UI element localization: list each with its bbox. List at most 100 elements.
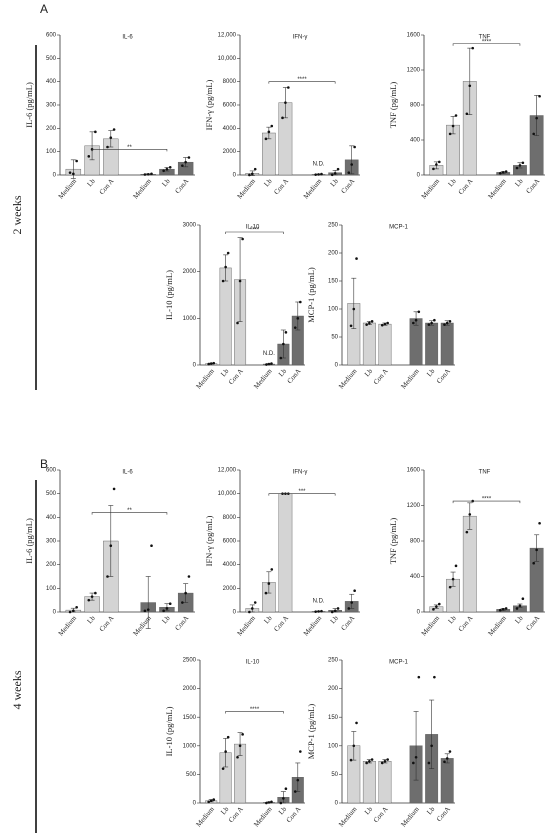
data-point bbox=[207, 800, 210, 804]
data-point bbox=[282, 797, 285, 800]
significance-label: **** bbox=[250, 228, 260, 234]
significance-bracket bbox=[452, 43, 521, 46]
data-point bbox=[68, 610, 72, 614]
y-tick-label: 100 bbox=[328, 743, 339, 749]
x-tick-label: Lb bbox=[447, 177, 458, 188]
y-tick-label: 500 bbox=[46, 491, 57, 497]
bar bbox=[440, 322, 454, 366]
data-point bbox=[106, 575, 109, 578]
data-point bbox=[265, 801, 268, 805]
data-point bbox=[224, 750, 227, 753]
data-point bbox=[143, 609, 147, 613]
data-point bbox=[279, 356, 283, 360]
data-point bbox=[504, 170, 508, 173]
x-tick-label: Con A bbox=[457, 177, 475, 196]
data-point bbox=[437, 160, 441, 164]
data-point bbox=[75, 605, 78, 609]
data-point bbox=[437, 602, 441, 606]
y-axis-label: MCP-1 (pg/mL) bbox=[306, 704, 316, 760]
data-point bbox=[417, 310, 421, 314]
data-point bbox=[94, 130, 97, 134]
x-tick-label: Con A bbox=[272, 177, 290, 196]
x-tick-label: Medium bbox=[399, 367, 421, 391]
data-point bbox=[267, 801, 271, 804]
panel-letter: B bbox=[40, 457, 48, 471]
data-point bbox=[430, 321, 433, 325]
y-tick-label: 600 bbox=[46, 468, 57, 474]
y-tick-label: 300 bbox=[46, 103, 57, 109]
bar bbox=[219, 267, 232, 366]
significance-bracket bbox=[268, 81, 336, 84]
data-point bbox=[433, 318, 436, 322]
data-point bbox=[299, 300, 302, 304]
data-point bbox=[365, 761, 368, 765]
y-tick-label: 150 bbox=[328, 279, 339, 285]
x-tick-label: Lb bbox=[329, 177, 340, 188]
x-tick-label: Con A bbox=[372, 367, 390, 386]
data-point bbox=[248, 610, 251, 614]
x-tick-label: Medium bbox=[195, 367, 217, 391]
data-point bbox=[150, 172, 153, 176]
x-tick-label: Lb bbox=[363, 805, 374, 816]
x-tick-label: Con A bbox=[98, 177, 116, 196]
x-tick-label: Medium bbox=[420, 177, 442, 201]
bar bbox=[362, 322, 376, 366]
data-point bbox=[94, 591, 97, 595]
data-point bbox=[75, 159, 78, 163]
error-bar bbox=[467, 502, 473, 530]
bar bbox=[262, 132, 276, 176]
x-tick-label: Con A bbox=[227, 805, 245, 824]
chart-title: MCP-1 bbox=[389, 660, 408, 666]
x-tick-label: ConA bbox=[525, 177, 542, 195]
y-tick-label: 800 bbox=[410, 103, 421, 109]
x-tick-label: Lb bbox=[425, 367, 436, 378]
y-tick-label: 6000 bbox=[223, 103, 237, 109]
data-point bbox=[162, 609, 165, 613]
data-point bbox=[165, 167, 169, 171]
x-tick-label: Lb bbox=[161, 177, 172, 188]
x-tick-label: Lb bbox=[219, 367, 230, 378]
data-point bbox=[501, 171, 505, 174]
data-point bbox=[451, 577, 455, 581]
data-point bbox=[68, 171, 72, 174]
y-tick-label: 400 bbox=[46, 79, 57, 85]
y-tick-label: 0 bbox=[417, 610, 421, 616]
bar bbox=[440, 758, 454, 804]
data-point bbox=[368, 321, 371, 325]
y-tick-label: 200 bbox=[328, 686, 339, 692]
data-point bbox=[435, 163, 438, 166]
y-tick-label: 200 bbox=[46, 562, 57, 568]
x-tick-label: Medium bbox=[337, 805, 359, 829]
y-tick-label: 250 bbox=[328, 658, 339, 664]
x-tick-label: Medium bbox=[236, 177, 258, 201]
data-point bbox=[349, 324, 353, 328]
y-tick-label: 1600 bbox=[407, 468, 421, 474]
data-point bbox=[181, 601, 184, 604]
data-point bbox=[330, 610, 334, 614]
data-point bbox=[386, 321, 389, 325]
data-point bbox=[146, 173, 150, 176]
data-point bbox=[238, 744, 242, 748]
period-label: 2 weeks bbox=[10, 195, 24, 234]
data-point bbox=[370, 758, 374, 761]
y-tick-label: 10,000 bbox=[218, 56, 237, 62]
x-tick-label: Con A bbox=[98, 614, 116, 633]
data-point bbox=[380, 323, 384, 327]
y-tick-label: 150 bbox=[328, 715, 339, 721]
data-point bbox=[287, 86, 290, 89]
data-point bbox=[498, 171, 502, 175]
data-point bbox=[432, 167, 435, 171]
y-tick-label: 1500 bbox=[183, 715, 197, 721]
y-tick-label: 2000 bbox=[223, 149, 237, 155]
y-tick-label: 1000 bbox=[183, 743, 197, 749]
significance-bracket bbox=[91, 149, 168, 152]
data-point bbox=[250, 172, 254, 176]
significance-label: ** bbox=[127, 145, 132, 151]
y-tick-label: 300 bbox=[46, 539, 57, 545]
error-bar bbox=[237, 237, 243, 322]
y-tick-label: 0 bbox=[335, 363, 339, 369]
data-point bbox=[443, 760, 446, 764]
data-point bbox=[314, 173, 317, 176]
data-point bbox=[284, 331, 288, 334]
y-tick-label: 400 bbox=[410, 138, 421, 144]
